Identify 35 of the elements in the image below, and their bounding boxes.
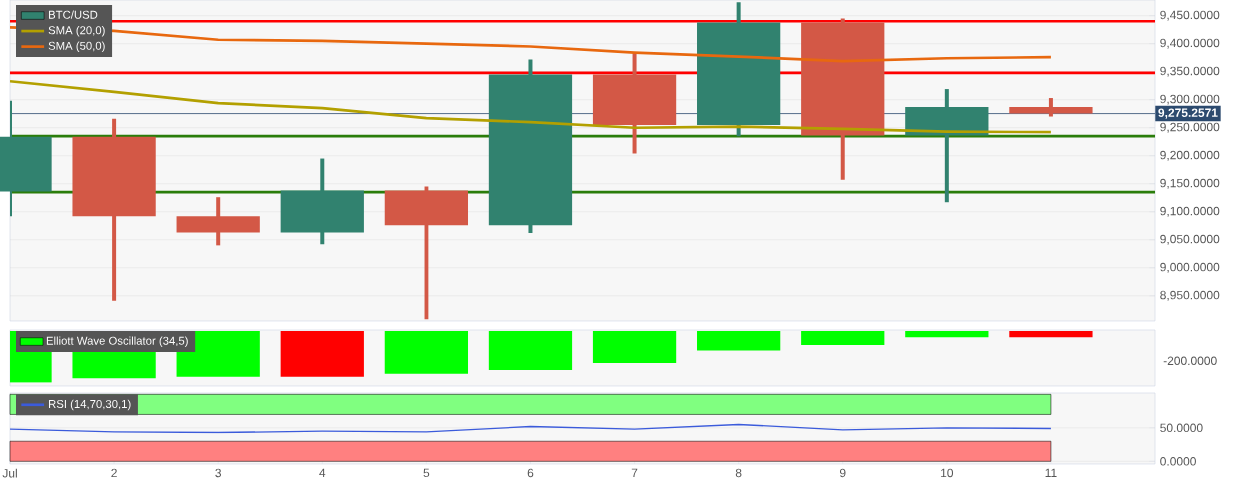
line-series [10,26,1053,63]
legend-label: RSI (14,70,30,1) [49,399,131,411]
x-tick-label: 3 [215,468,221,478]
x-tick-label: 5 [423,468,430,478]
x-tick-label: 10 [941,468,954,478]
y-tick-label: 9,000.0000 [1160,262,1220,273]
line-series [10,79,1053,134]
legend-label: SMA (20,0) [48,25,105,37]
y-tick-label: 50.0000 [1160,423,1203,433]
x-tick-label: 6 [527,468,534,478]
legend-label: SMA (50,0) [48,41,105,53]
x-tick-label: 4 [319,468,326,477]
x-tick-label: Jul [2,468,17,478]
y-tick-label: 9,350.0000 [1160,66,1220,77]
x-tick-label: 2 [111,468,117,478]
y-tick-label: 9,050.0000 [1160,234,1220,245]
x-tick-label: 8 [735,468,742,478]
line-series [10,423,1052,434]
ref-line-label: 9,275.2571 [1158,108,1218,119]
y-tick-label: 9,400.0000 [1160,38,1220,49]
legend-label: BTC/USD [49,10,98,19]
y-tick-label: 9,200.0000 [1160,150,1220,161]
y-tick-label: 9,300.0000 [1160,94,1220,105]
legend-label: Elliott Wave Oscillator (34,5) [46,336,188,347]
y-tick-label: 9,150.0000 [1160,178,1220,189]
x-tick-label: 9 [839,468,846,478]
y-tick-label: 9,100.0000 [1160,206,1220,217]
candlestick [1009,98,1093,117]
text: -200.0000 [1163,356,1217,366]
x-tick-label: 7 [631,468,638,477]
y-tick-label: 9,450.0000 [1160,10,1220,21]
y-tick-label: 9,250.0000 [1160,122,1220,133]
x-tick-label: 11 [1045,468,1057,477]
y-tick-label: 0.0000 [1160,457,1196,466]
y-tick-label: 8,950.0000 [1160,290,1220,301]
